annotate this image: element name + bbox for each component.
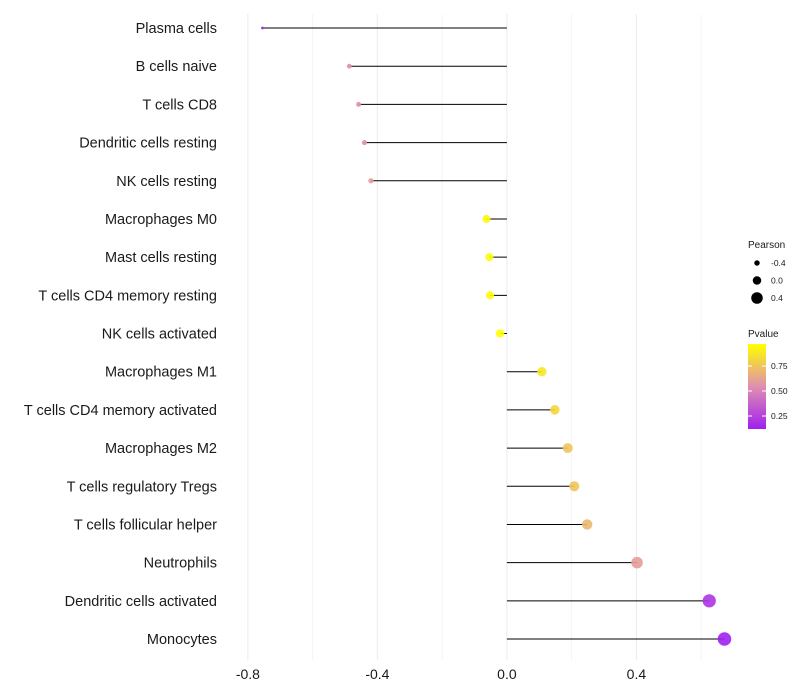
category-label: Macrophages M1 xyxy=(105,365,217,381)
category-label: Neutrophils xyxy=(144,556,217,572)
point xyxy=(361,139,368,146)
size-legend-key xyxy=(752,276,762,285)
point xyxy=(261,26,264,30)
category-label: Macrophages M0 xyxy=(105,212,217,228)
colorbar xyxy=(748,344,766,429)
x-tick-label: 0.0 xyxy=(497,666,517,682)
point xyxy=(486,291,495,300)
point xyxy=(702,594,716,608)
gridlines xyxy=(247,14,702,660)
size-legend-label: -0.4 xyxy=(771,258,786,268)
category-label: Monocytes xyxy=(147,632,217,648)
size-legend-label: 0.4 xyxy=(771,293,783,303)
category-label: Mast cells resting xyxy=(105,250,217,266)
x-tick-label: -0.8 xyxy=(236,666,260,682)
point xyxy=(631,556,643,569)
category-label: T cells CD8 xyxy=(142,97,217,113)
point xyxy=(485,253,494,262)
category-label: T cells follicular helper xyxy=(74,517,217,533)
points xyxy=(261,26,732,646)
point xyxy=(482,214,491,223)
size-legend-key xyxy=(754,260,760,266)
category-label: T cells CD4 memory activated xyxy=(24,403,217,419)
category-label: B cells naive xyxy=(136,59,217,75)
size-legend-label: 0.0 xyxy=(771,276,783,286)
point xyxy=(562,443,573,454)
point xyxy=(356,101,362,107)
category-label: NK cells activated xyxy=(102,327,217,343)
color-legend-title: Pvalue xyxy=(748,329,779,340)
size-legend: Pearson -0.4 0.0 0.4 xyxy=(748,240,786,304)
category-axis: Plasma cells B cells naive T cells CD8 Dend… xyxy=(24,21,217,648)
size-legend-key xyxy=(751,292,763,304)
category-label: Macrophages M2 xyxy=(105,441,217,457)
color-legend-label: 0.25 xyxy=(771,411,788,421)
point xyxy=(346,63,352,69)
category-label: Plasma cells xyxy=(136,21,217,37)
category-label: T cells CD4 memory resting xyxy=(38,288,217,304)
point xyxy=(581,519,593,530)
point xyxy=(537,367,547,377)
x-axis: -0.8 -0.4 0.0 0.4 xyxy=(236,666,647,682)
stems xyxy=(262,27,725,640)
category-label: Dendritic cells activated xyxy=(65,594,217,610)
color-legend-label: 0.75 xyxy=(771,361,788,371)
point xyxy=(569,481,580,492)
point xyxy=(549,405,560,415)
x-tick-label: -0.4 xyxy=(365,666,389,682)
point xyxy=(495,329,505,338)
color-legend: Pvalue 0.75 0.50 0.25 xyxy=(748,329,788,429)
size-legend-title: Pearson xyxy=(748,240,785,251)
category-label: T cells regulatory Tregs xyxy=(67,479,217,495)
point xyxy=(717,632,732,646)
category-label: Dendritic cells resting xyxy=(79,136,217,152)
point xyxy=(368,178,374,184)
category-label: NK cells resting xyxy=(116,174,217,190)
color-legend-label: 0.50 xyxy=(771,386,788,396)
x-tick-label: 0.4 xyxy=(627,666,647,682)
